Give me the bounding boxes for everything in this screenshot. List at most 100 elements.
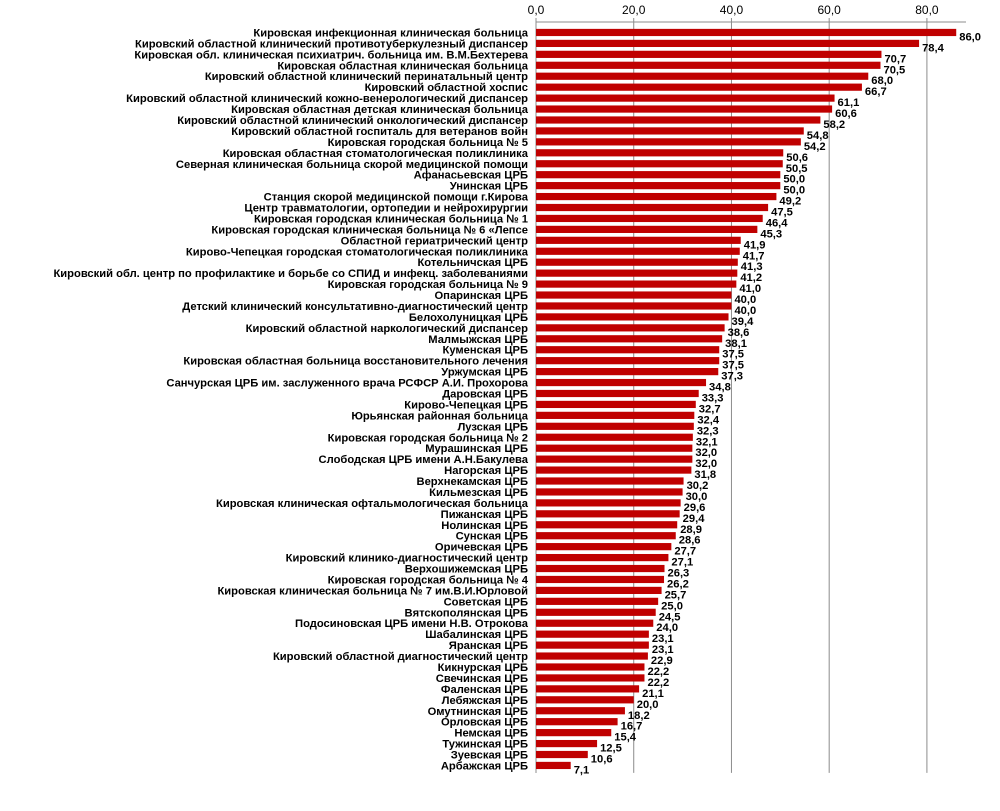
- category-label: Афанасьевская ЦРБ: [414, 170, 528, 182]
- category-label: Санчурская ЦРБ им. заслуженного врача РС…: [166, 378, 528, 390]
- bar: [536, 236, 741, 244]
- value-label: 33,3: [702, 392, 724, 404]
- category-label: Нолинская ЦРБ: [441, 520, 528, 532]
- value-label: 32,0: [695, 447, 717, 459]
- value-label: 50,0: [783, 185, 805, 197]
- category-label: Уржумская ЦРБ: [441, 367, 528, 379]
- value-label: 27,7: [674, 546, 696, 558]
- category-labels: Кировская инфекционная клиническая больн…: [53, 27, 528, 772]
- category-label: Даровская ЦРБ: [442, 388, 528, 400]
- value-label: 7,1: [574, 764, 590, 776]
- value-label: 54,2: [804, 141, 826, 153]
- value-label: 50,5: [786, 163, 808, 175]
- category-label: Вятскополянская ЦРБ: [404, 607, 528, 619]
- category-label: Детский клинический консультативно-диагн…: [182, 301, 528, 313]
- bar: [536, 39, 920, 48]
- category-label: Кировский областной хоспис: [365, 82, 528, 94]
- category-label: Кировская областная детская клиническая …: [231, 104, 529, 116]
- value-label: 38,6: [728, 327, 750, 339]
- category-label: Юрьянская районная больница: [351, 410, 528, 422]
- category-label: Кировский обл. центр по профилактике и б…: [53, 268, 528, 280]
- value-label: 26,3: [668, 568, 690, 580]
- bar: [536, 729, 612, 737]
- value-label: 39,4: [732, 316, 755, 328]
- category-label: Кировская городская клиническая больница…: [211, 224, 528, 236]
- value-label: 22,2: [647, 666, 669, 678]
- category-label: Областной гериатрический центр: [341, 235, 529, 247]
- value-label: 50,6: [786, 152, 808, 164]
- category-label: Пижанская ЦРБ: [441, 509, 528, 521]
- bar: [536, 652, 648, 660]
- value-label: 49,2: [779, 196, 801, 208]
- bar: [536, 171, 781, 179]
- category-label: Омутнинская ЦРБ: [428, 706, 528, 718]
- bar: [536, 50, 882, 58]
- value-label: 32,1: [696, 436, 718, 448]
- bar: [536, 127, 804, 135]
- value-label: 38,1: [725, 338, 747, 350]
- value-label: 26,2: [667, 578, 689, 590]
- bar: [536, 466, 692, 474]
- category-label: Кировская областная стоматологическая по…: [223, 148, 529, 160]
- bar: [536, 313, 729, 321]
- value-label: 29,4: [683, 513, 706, 525]
- category-label: Кировский областной наркологический дисп…: [246, 323, 529, 335]
- x-tick-label: 80,0: [915, 3, 939, 17]
- category-label: Кировская инфекционная клиническая больн…: [253, 27, 528, 39]
- bar: [536, 214, 763, 223]
- bar: [536, 357, 720, 365]
- category-label: Кировская городская больница № 9: [328, 279, 528, 291]
- bar: [536, 575, 665, 584]
- bar: [536, 674, 645, 682]
- bar: [536, 521, 678, 529]
- bars: [536, 28, 957, 770]
- category-label: Верхошижемская ЦРБ: [405, 564, 528, 576]
- x-tick-label: 20,0: [622, 3, 646, 17]
- value-label: 32,3: [697, 425, 719, 437]
- category-label: Кировская обл. клиническая психиатрич. б…: [134, 49, 528, 61]
- x-tick-label: 40,0: [720, 3, 744, 17]
- bar: [536, 28, 957, 37]
- category-label: Свечинская ЦРБ: [436, 673, 528, 685]
- category-label: Кировская клиническая офтальмологическая…: [216, 498, 529, 510]
- x-tick-label: 0,0: [528, 3, 545, 17]
- value-label: 68,0: [871, 75, 893, 87]
- bar: [536, 400, 696, 409]
- bar: [536, 269, 738, 277]
- bar: [536, 608, 656, 616]
- category-label: Опаринская ЦРБ: [434, 290, 528, 302]
- category-label: Советская ЦРБ: [444, 596, 528, 608]
- value-label: 27,1: [671, 557, 693, 569]
- category-label: Нагорская ЦРБ: [444, 465, 528, 477]
- category-label: Кировская городская больница № 2: [328, 432, 528, 444]
- value-label: 22,9: [651, 655, 673, 667]
- value-label: 20,0: [637, 699, 659, 711]
- bar: [536, 586, 662, 595]
- category-label: Немская ЦРБ: [454, 728, 528, 740]
- category-label: Северная клиническая больница скорой мед…: [176, 159, 528, 171]
- value-label: 34,8: [709, 382, 731, 394]
- bar: [536, 543, 672, 551]
- value-label: 50,0: [783, 174, 805, 186]
- category-label: Лебяжская ЦРБ: [442, 695, 528, 707]
- category-label: Лузская ЦРБ: [457, 421, 528, 433]
- bar: [536, 597, 659, 605]
- bar: [536, 499, 681, 507]
- category-label: Котельничская ЦРБ: [417, 257, 528, 269]
- value-label: 10,6: [591, 754, 613, 766]
- bar: [536, 138, 801, 146]
- category-label: Фаленская ЦРБ: [441, 684, 528, 696]
- value-label: 25,7: [665, 589, 687, 601]
- bar: [536, 455, 693, 463]
- value-label: 37,3: [721, 371, 743, 383]
- value-label: 41,2: [740, 272, 762, 284]
- value-label: 32,4: [697, 414, 720, 426]
- value-labels: 86,0 78,4 70,770,568,066,7 61,160,658,254,8…: [574, 31, 981, 776]
- value-label: 24,0: [656, 622, 678, 634]
- category-label: Сунская ЦРБ: [456, 531, 528, 543]
- bar: [536, 564, 665, 573]
- bar: [536, 192, 777, 201]
- category-label: Верхнекамская ЦРБ: [417, 476, 529, 488]
- category-label: Кировская клиническая больница № 7 им.В.…: [217, 585, 528, 597]
